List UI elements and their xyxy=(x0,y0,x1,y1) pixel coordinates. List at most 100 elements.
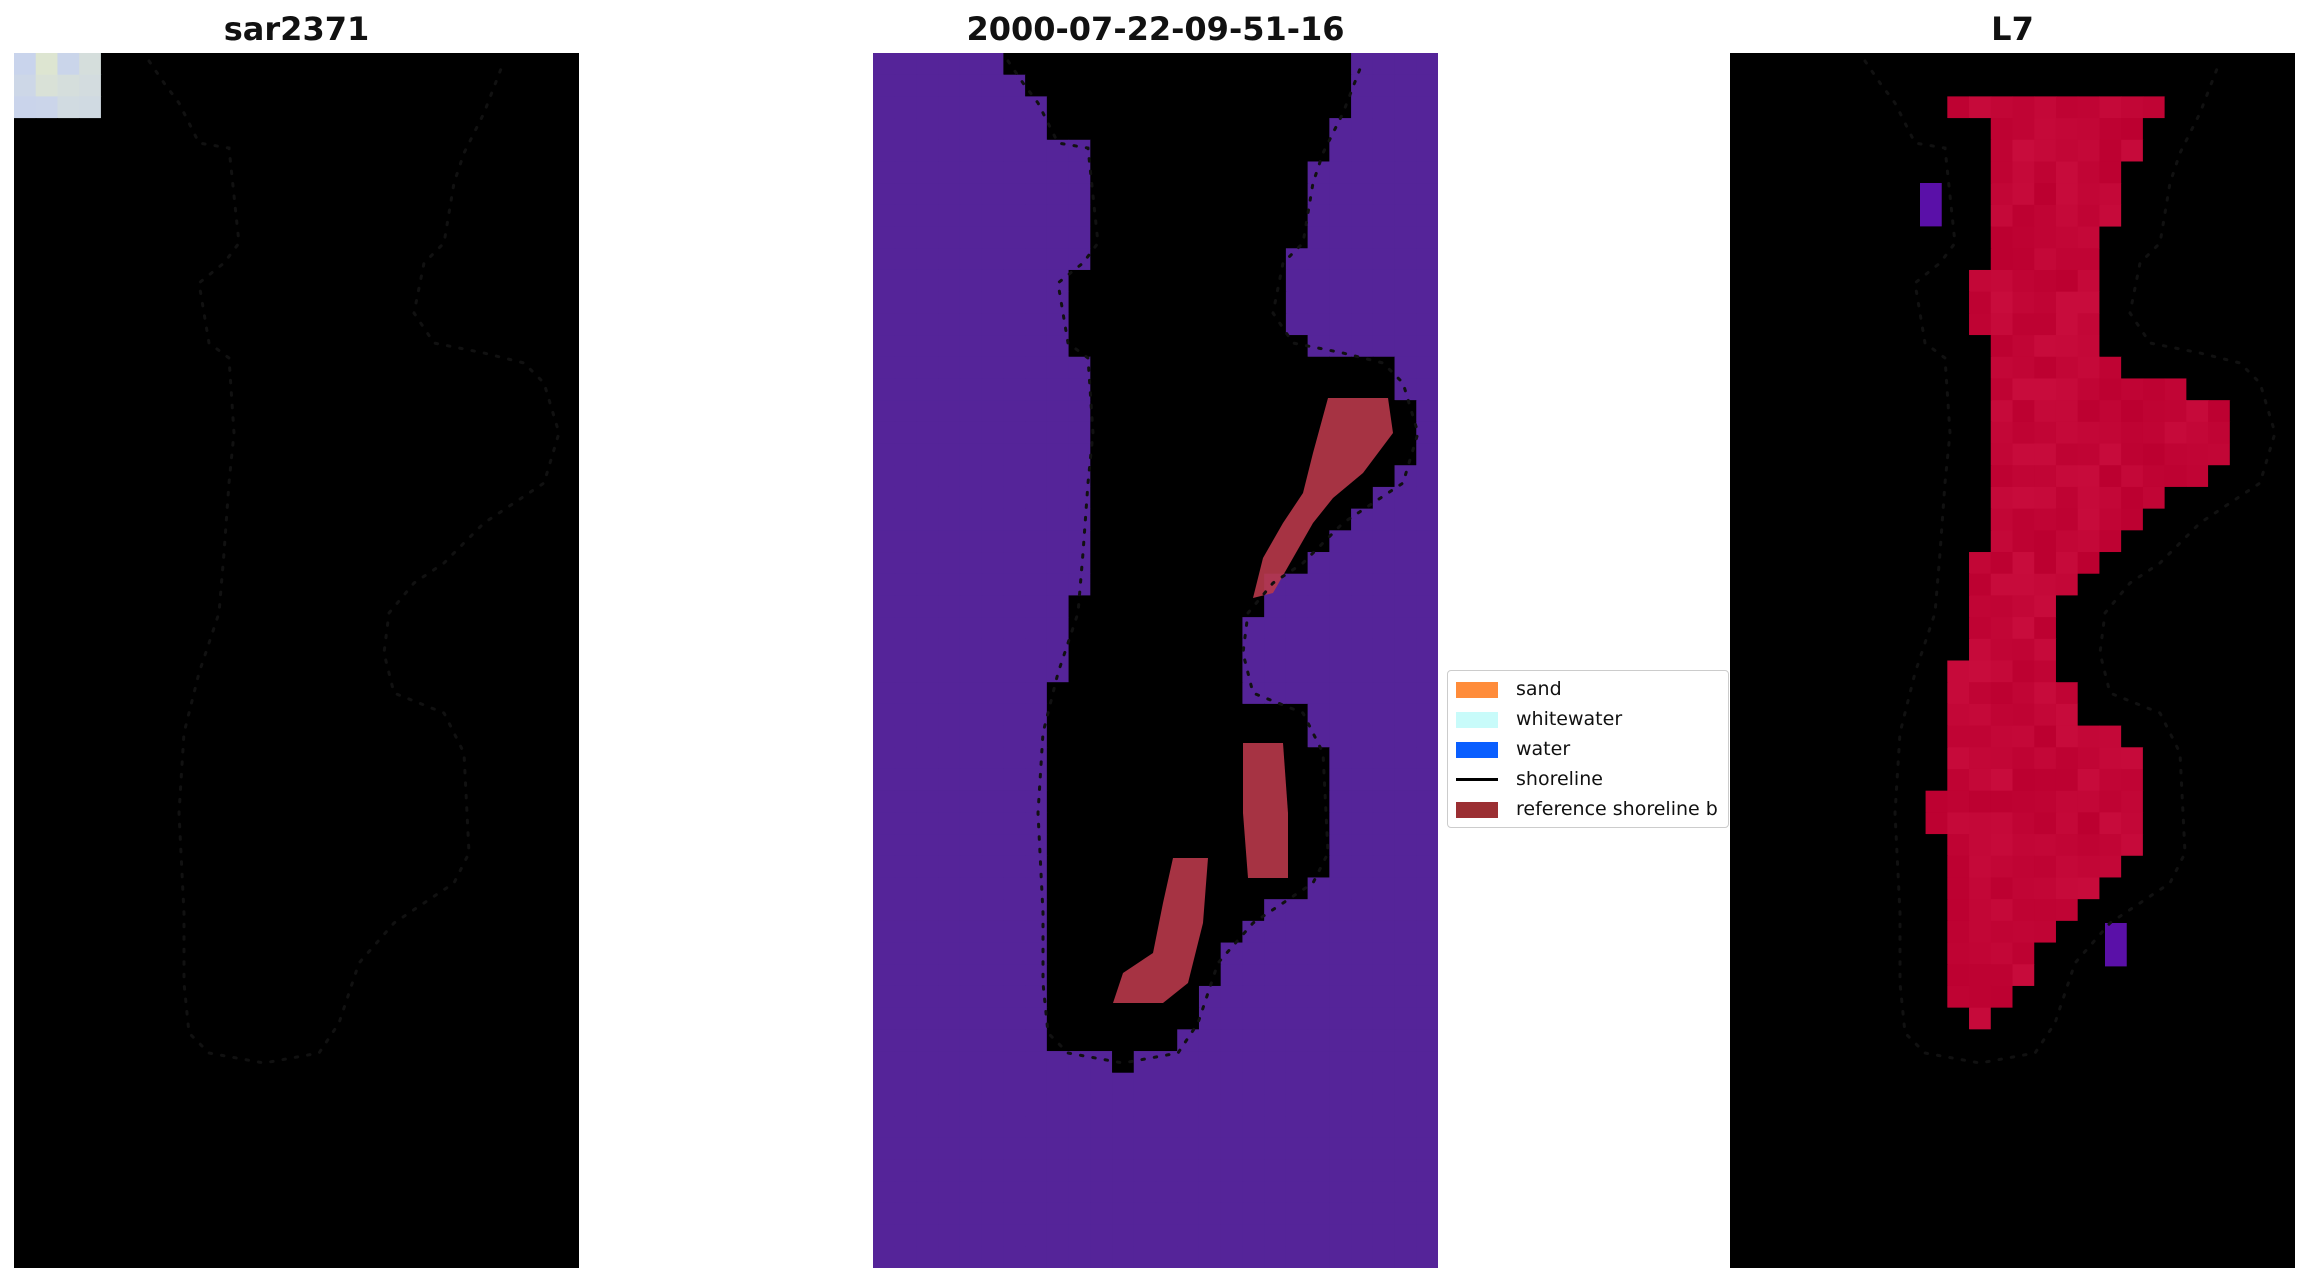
raster-pixel xyxy=(981,617,1004,640)
raster-pixel xyxy=(122,1246,145,1268)
raster-pixel xyxy=(1816,1202,1840,1226)
raster-pixel xyxy=(2055,942,2079,965)
raster-pixel xyxy=(1860,1094,1883,1117)
raster-pixel xyxy=(2012,1202,2035,1226)
raster-pixel xyxy=(79,1051,102,1074)
raster-pixel xyxy=(1947,421,1970,445)
raster-pixel xyxy=(1003,1202,1026,1226)
raster-pixel xyxy=(513,183,537,206)
raster-pixel xyxy=(209,335,232,358)
raster-pixel xyxy=(1285,899,1309,922)
raster-pixel xyxy=(1969,768,1992,792)
raster-pixel xyxy=(1242,985,1265,1009)
raster-pixel xyxy=(57,465,80,488)
legend-swatch-sand xyxy=(1456,682,1498,698)
raster-pixel xyxy=(1394,508,1417,531)
raster-pixel xyxy=(1329,768,1352,792)
raster-pixel xyxy=(1394,1246,1417,1268)
raster-pixel xyxy=(2273,1007,2295,1030)
raster-pixel xyxy=(187,183,211,206)
raster-pixel xyxy=(1285,1007,1309,1030)
raster-pixel xyxy=(1133,74,1157,97)
raster-pixel xyxy=(535,226,558,249)
raster-pixel xyxy=(1372,964,1396,987)
raster-pixel xyxy=(1177,356,1200,380)
raster-pixel xyxy=(1751,204,1775,228)
raster-pixel xyxy=(253,226,276,249)
raster-pixel xyxy=(274,269,298,293)
raster-pixel xyxy=(2099,595,2122,618)
raster-pixel xyxy=(2229,118,2253,141)
raster-pixel xyxy=(144,118,167,141)
raster-pixel xyxy=(339,1029,363,1052)
raster-pixel xyxy=(1751,552,1775,575)
raster-pixel xyxy=(873,877,896,900)
raster-pixel xyxy=(1947,291,1970,314)
raster-pixel xyxy=(938,1116,961,1139)
raster-pixel xyxy=(1990,1072,2014,1096)
raster-pixel xyxy=(470,855,493,879)
raster-pixel xyxy=(1416,1224,1438,1247)
raster-pixel xyxy=(2142,834,2166,857)
raster-pixel xyxy=(14,248,37,271)
raster-pixel xyxy=(57,899,80,922)
raster-pixel xyxy=(1112,443,1135,466)
raster-pixel xyxy=(1090,508,1113,531)
raster-pixel xyxy=(35,1224,59,1247)
raster-pixel xyxy=(1947,465,1970,488)
raster-pixel xyxy=(1329,291,1352,314)
raster-pixel xyxy=(2164,1072,2187,1096)
raster-pixel xyxy=(1090,118,1113,141)
raster-pixel xyxy=(448,486,471,510)
raster-pixel xyxy=(1351,1224,1374,1247)
raster-pixel xyxy=(1990,1051,2014,1074)
raster-pixel xyxy=(557,638,579,662)
raster-pixel xyxy=(1372,660,1396,683)
raster-pixel xyxy=(1838,964,1861,987)
raster-pixel xyxy=(1198,1072,1222,1096)
raster-pixel xyxy=(1372,226,1396,249)
raster-pixel xyxy=(2186,356,2209,380)
raster-pixel xyxy=(1046,335,1070,358)
raster-pixel xyxy=(1860,834,1883,857)
raster-pixel xyxy=(1177,790,1200,813)
raster-pixel xyxy=(1068,378,1091,401)
raster-pixel xyxy=(1990,183,2014,206)
raster-pixel xyxy=(1177,703,1200,727)
raster-pixel xyxy=(2077,682,2101,705)
raster-pixel xyxy=(1329,660,1352,683)
raster-pixel xyxy=(2077,335,2101,358)
raster-pixel xyxy=(1351,660,1374,683)
raster-pixel xyxy=(35,552,59,575)
raster-pixel xyxy=(361,530,385,553)
raster-pixel xyxy=(1112,118,1135,141)
raster-pixel xyxy=(14,161,37,184)
raster-pixel xyxy=(339,703,363,727)
raster-pixel xyxy=(1882,899,1905,922)
raster-pixel xyxy=(100,920,124,944)
raster-pixel xyxy=(2186,248,2209,271)
raster-pixel xyxy=(1903,855,1927,879)
raster-pixel xyxy=(187,1202,211,1226)
raster-pixel xyxy=(1046,595,1070,618)
raster-pixel xyxy=(894,703,918,727)
raster-pixel xyxy=(253,1094,276,1117)
raster-pixel xyxy=(383,183,406,206)
raster-pixel xyxy=(894,660,918,683)
raster-pixel xyxy=(1307,204,1330,228)
raster-pixel xyxy=(557,682,579,705)
raster-pixel xyxy=(2251,313,2274,336)
raster-pixel xyxy=(2077,964,2101,987)
raster-pixel xyxy=(2142,1159,2166,1182)
raster-pixel xyxy=(1416,226,1438,249)
raster-pixel xyxy=(361,942,385,965)
raster-pixel xyxy=(253,964,276,987)
raster-pixel xyxy=(1773,768,1796,792)
raster-pixel xyxy=(2186,725,2209,748)
raster-pixel xyxy=(1351,53,1374,76)
raster-pixel xyxy=(873,139,896,163)
raster-pixel xyxy=(1242,269,1265,293)
raster-pixel xyxy=(2034,443,2057,466)
raster-pixel xyxy=(405,269,428,293)
raster-pixel xyxy=(2229,421,2253,445)
